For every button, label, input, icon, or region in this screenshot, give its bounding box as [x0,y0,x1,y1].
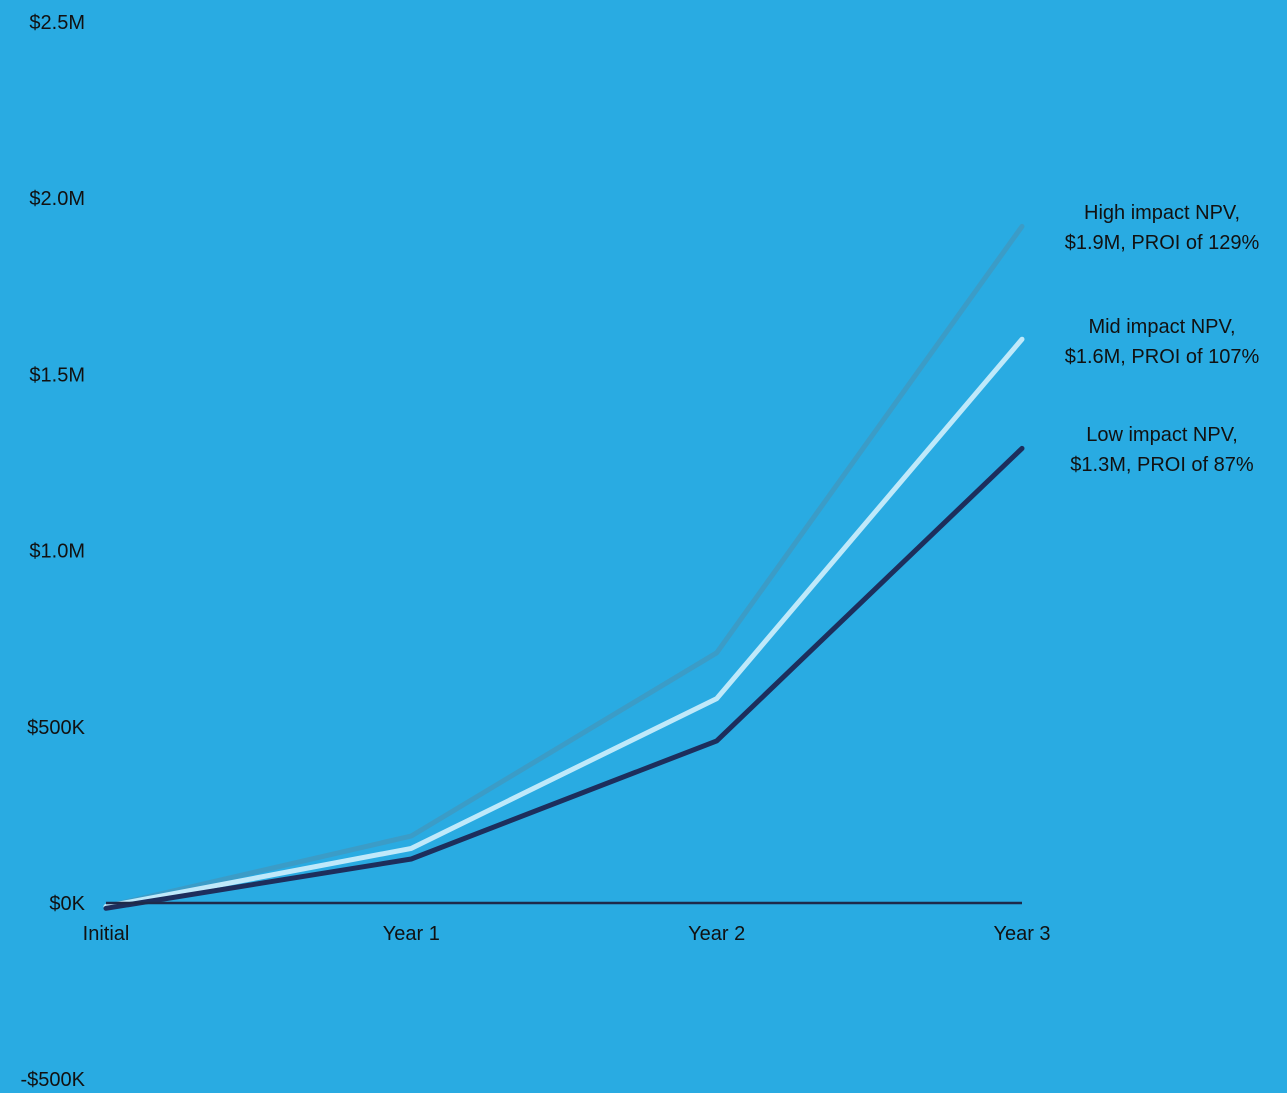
series-line-high [103,223,1025,909]
series-line-low [103,445,1025,911]
series-line-mid [103,336,1025,909]
y-tick-label: $500K [27,717,85,739]
annotation-line: Mid impact NPV, [1088,316,1235,338]
annotation-line: $1.9M, PROI of 129% [1065,232,1260,254]
y-tick-label: -$500K [21,1069,86,1091]
x-tick-label: Year 2 [688,923,745,945]
y-axis-tick-labels: -$500K $0K $500K $1.0M $1.5M $2.0M $2.5M [21,12,86,1091]
annotation-line: $1.6M, PROI of 107% [1065,346,1260,368]
annotation-line: High impact NPV, [1084,202,1240,224]
y-tick-label: $0K [49,893,85,915]
annotation-line: $1.3M, PROI of 87% [1070,454,1254,476]
y-tick-label: $2.5M [29,12,85,34]
series-annotations: High impact NPV, $1.9M, PROI of 129% Mid i… [1065,202,1260,476]
x-tick-label: Year 3 [993,923,1050,945]
x-tick-label: Initial [83,923,130,945]
y-tick-label: $1.5M [29,364,85,386]
series-lines [103,223,1025,911]
x-tick-label: Year 1 [383,923,440,945]
y-tick-label: $2.0M [29,188,85,210]
annotation-line: Low impact NPV, [1086,424,1238,446]
x-axis-tick-labels: Initial Year 1 Year 2 Year 3 [83,923,1051,945]
annotation-mid: Mid impact NPV, $1.6M, PROI of 107% [1065,316,1260,368]
annotation-low: Low impact NPV, $1.3M, PROI of 87% [1070,424,1254,476]
annotation-high: High impact NPV, $1.9M, PROI of 129% [1065,202,1260,254]
y-tick-label: $1.0M [29,541,85,563]
